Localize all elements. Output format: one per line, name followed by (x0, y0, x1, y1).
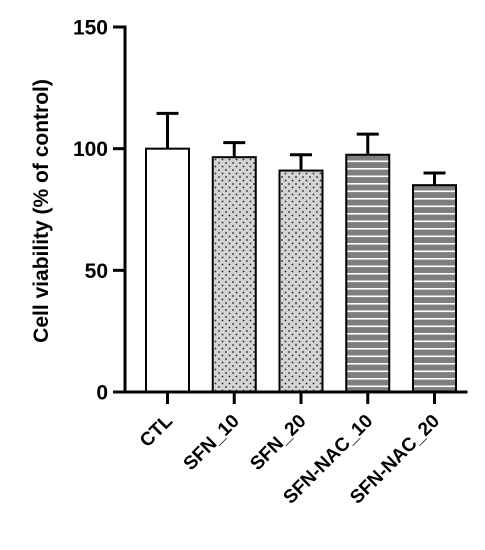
x-tick-label: CTL (136, 410, 177, 451)
axes: 0 50 100 150 (73, 17, 468, 405)
bar-sfn-20 (278, 169, 324, 393)
bar-sfn-nac-20 (412, 184, 457, 393)
y-tick-label: 100 (73, 138, 108, 161)
error-bar-sfn-nac-10 (356, 132, 379, 155)
error-bar-ctl (156, 111, 179, 149)
y-axis-title: Cell viability (% of control) (30, 79, 53, 343)
bars-layer (145, 147, 457, 393)
error-bar-sfn-nac-20 (423, 171, 446, 186)
y-tick-label: 0 (96, 382, 108, 405)
bar-sfn-nac-10 (345, 153, 391, 393)
x-tick-label: SFN_20 (246, 411, 310, 475)
x-tick-label: SFN_10 (180, 411, 244, 475)
bar-ctl (145, 147, 190, 393)
y-tick-label: 150 (73, 17, 108, 40)
y-tick-label: 50 (85, 260, 108, 283)
error-bars-layer (156, 111, 446, 186)
error-bar-sfn-20 (290, 153, 312, 171)
bar-sfn-10 (211, 156, 257, 393)
error-bar-sfn-10 (223, 141, 246, 158)
